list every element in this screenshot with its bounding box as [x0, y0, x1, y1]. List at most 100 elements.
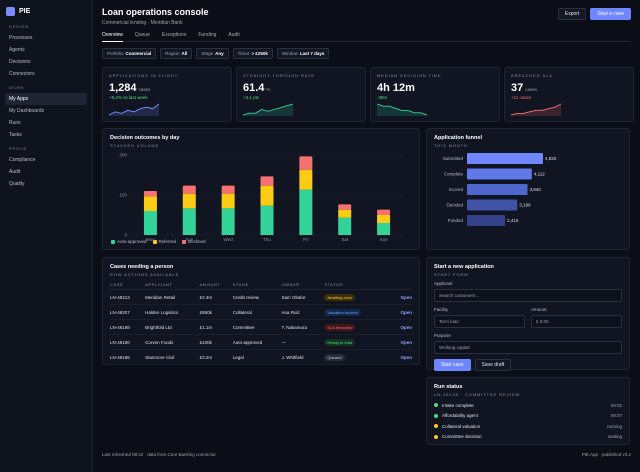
amount: £420k: [199, 339, 212, 345]
applicant-search-input[interactable]: Search customers...: [434, 289, 622, 302]
x-tick-label: Fri: [303, 237, 308, 242]
filter-chip-window[interactable]: Window Last 7 days: [276, 48, 330, 59]
start-case-button[interactable]: Start a case: [590, 8, 631, 20]
footer-version-text: PIE App · published v4.2: [581, 452, 631, 457]
bar-segment-declined: [338, 204, 352, 210]
open-case-link[interactable]: Open: [400, 294, 412, 300]
sparkline-line: [109, 103, 159, 116]
tab-funding[interactable]: Funding: [198, 32, 217, 38]
purpose-label: Purpose: [434, 333, 451, 338]
bar-segment-auto-approved: [221, 208, 235, 235]
legend-swatch: [111, 239, 115, 244]
filter-chip-ticket[interactable]: Ticket > £250k: [232, 48, 273, 59]
open-case-link[interactable]: Open: [400, 339, 412, 345]
step-status-dot-icon: [434, 424, 438, 429]
funnel-stage-label: Scored: [449, 187, 464, 192]
kpi-label: STRAIGHT-THROUGH RATE: [243, 73, 315, 78]
case-id: LN-48213: [110, 294, 130, 300]
step-label: Committee decision: [442, 434, 482, 440]
funnel-bar: [467, 215, 506, 226]
sidebar-item-my-dashboards[interactable]: My Dashboards: [9, 108, 45, 114]
status-badge: Ready to fund: [324, 338, 356, 346]
bar-segment-auto-approved: [377, 223, 391, 235]
kpi-delta: +11 cases: [511, 95, 532, 100]
sidebar-item-quality[interactable]: Quality: [9, 181, 25, 187]
funnel-bar: [467, 199, 518, 211]
nav-section-title: PROVE: [9, 146, 28, 151]
page-subtitle: Commercial lending · Meridian Bank: [102, 20, 183, 26]
stage: Credit review: [232, 294, 260, 300]
bar-segment-declined: [377, 209, 391, 215]
filter-chip-portfolio[interactable]: Portfolio Commercial: [102, 48, 157, 59]
step-status-dot-icon: [434, 434, 438, 439]
sidebar-item-my-apps[interactable]: My Apps: [5, 93, 87, 105]
bar-segment-referred: [338, 209, 352, 218]
amount: £3.2m: [199, 354, 213, 360]
filter-chip-region[interactable]: Region All: [160, 48, 193, 59]
sidebar-item-agents[interactable]: Agents: [9, 47, 25, 53]
table-row[interactable]: LN-48213 Meridian Retail £2.4m Credit revie…: [110, 290, 412, 305]
facility-select[interactable]: Term loan: [434, 315, 525, 328]
table-row[interactable]: LN-48198 Brightfold Ltd £1.1m Committee T. N…: [110, 320, 412, 335]
cases-table: CASE APPLICANT AMOUNT STAGE OWNER STATUS LN-48…: [110, 280, 412, 365]
funnel-value-label: 3,840: [530, 187, 542, 192]
case-id: LN-48207: [110, 309, 130, 315]
save-draft-button[interactable]: Save draft: [474, 359, 512, 371]
run-status-card: Run status LN-48198 · COMMITTEE REVIEW I…: [426, 377, 630, 445]
brand[interactable]: PIE: [5, 7, 87, 16]
stage: Legal: [232, 354, 244, 360]
tab-audit[interactable]: Audit: [228, 32, 240, 38]
sidebar-item-compliance[interactable]: Compliance: [9, 157, 36, 163]
funnel-stage-label: Decided: [446, 203, 463, 208]
filter-value: All: [181, 51, 188, 56]
kpi-value-row: 61.4%: [243, 82, 359, 94]
amount-input[interactable]: £ 0.00: [531, 315, 622, 328]
filter-chip-stage[interactable]: Stage Any: [196, 48, 229, 59]
export-button[interactable]: Export: [557, 8, 587, 20]
kpi-sparkline: [109, 103, 159, 116]
funnel-stage-label: Submitted: [443, 156, 464, 161]
run-steps: Intake complete 09:02 Affordability agent 0…: [434, 400, 622, 442]
run-step: Collateral valuation running: [434, 421, 622, 432]
tab-queue[interactable]: Queue: [134, 32, 150, 38]
table-row[interactable]: LN-48207 Halden Logistics £860k Collateral A…: [110, 305, 412, 320]
bar-segment-referred: [377, 215, 391, 223]
column-header: OWNER: [281, 282, 300, 287]
tab-overview[interactable]: Overview: [102, 30, 123, 42]
sidebar-item-audit[interactable]: Audit: [9, 169, 21, 175]
sidebar-item-tasks[interactable]: Tasks: [9, 132, 22, 138]
sidebar-item-runs[interactable]: Runs: [9, 120, 21, 126]
tab-exceptions[interactable]: Exceptions: [161, 32, 187, 38]
case-id: LN-48198: [110, 324, 130, 330]
outcomes-legend: Auto-approved Referred Declined: [111, 239, 206, 244]
table-row[interactable]: LN-48190 Corven Foods £420k Auto-approved — R…: [110, 335, 412, 350]
table-row[interactable]: LN-48186 Stanmore Civil £3.2m Legal J. Whitf…: [110, 350, 412, 365]
open-case-link[interactable]: Open: [400, 354, 412, 360]
kpi-delta: +6.2% vs last week: [109, 95, 148, 100]
sidebar-item-processes[interactable]: Processes: [9, 35, 33, 41]
step-label: Intake complete: [442, 402, 474, 408]
legend-item: Auto-approved: [111, 239, 147, 244]
x-tick-label: Wed: [224, 237, 234, 242]
filter-key: Portfolio: [107, 51, 124, 56]
kpi-sparkline: [511, 103, 561, 116]
bar-segment-auto-approved: [260, 205, 274, 235]
filter-value: Any: [215, 51, 224, 56]
open-case-link[interactable]: Open: [400, 324, 412, 330]
tab-bar: Overview Queue Exceptions Funding Audit: [102, 30, 631, 42]
sidebar-item-decisions[interactable]: Decisions: [9, 59, 31, 65]
x-tick-label: Mon: [146, 237, 155, 242]
status-cell: SLA breached: [324, 323, 392, 331]
step-meta: 09:07: [610, 413, 622, 419]
main: Loan operations console Commercial lendi…: [94, 0, 640, 472]
open-case-link[interactable]: Open: [400, 309, 412, 315]
nav-section-title: DESIGN: [9, 24, 30, 29]
status-cell: Ready to fund: [324, 338, 392, 346]
sidebar-item-connectors[interactable]: Connectors: [9, 71, 35, 77]
sidebar-nav: DESIGN Processes Agents Decisions Connectors…: [5, 24, 87, 190]
owner: —: [281, 339, 286, 345]
start-case-submit-button[interactable]: Start case: [434, 359, 471, 371]
owner: Sam Okafor: [281, 294, 306, 300]
purpose-select[interactable]: Working capital: [434, 341, 622, 354]
status-badge: Queued: [324, 353, 345, 361]
